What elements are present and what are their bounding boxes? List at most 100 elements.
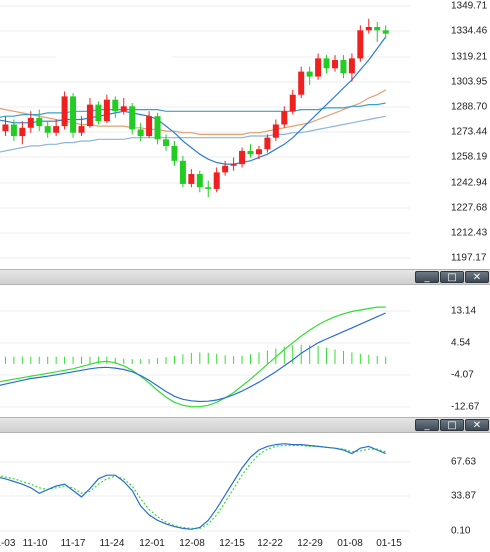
candle-body (146, 116, 153, 137)
candle-body (340, 60, 347, 74)
candle-body (239, 150, 246, 165)
oscillator-plot[interactable] (0, 433, 410, 535)
osc-d-line (0, 444, 386, 530)
candle-body (230, 164, 237, 166)
candle-body (323, 58, 330, 69)
price-y-label: 1303.95 (451, 76, 488, 88)
close-button[interactable]: ✕ (465, 271, 489, 283)
date-tick: 01-08 (337, 538, 363, 549)
candle-body (10, 124, 17, 137)
candle-body (137, 129, 144, 137)
candle-body (357, 30, 364, 59)
candle-body (332, 60, 338, 69)
panel-window-controls: _ □ ✕ (415, 270, 490, 284)
candle-body (44, 126, 51, 133)
date-tick: 12-22 (257, 538, 283, 549)
price-y-label: 1227.68 (451, 202, 488, 214)
price-y-label: 1334.46 (451, 25, 488, 37)
panel-window-controls: _ □ ✕ (415, 418, 490, 432)
candle-body (213, 172, 220, 189)
close-button[interactable]: ✕ (465, 419, 489, 431)
candle-body (272, 124, 279, 138)
candle-body (163, 139, 169, 146)
candle-body (306, 71, 313, 77)
candle-body (196, 174, 203, 188)
ma-slow-line (0, 115, 386, 153)
price-y-label: 1242.94 (451, 177, 488, 189)
price-plot[interactable] (0, 0, 410, 269)
macd-y-label: -4.07 (451, 369, 474, 381)
candle-body (382, 30, 389, 34)
candle-body (2, 124, 9, 132)
candle-body (247, 150, 254, 155)
candle-body (27, 117, 34, 128)
macd-line (0, 312, 386, 403)
candle-body (120, 106, 127, 112)
candle-body (103, 99, 110, 122)
date-tick: 11-24 (99, 538, 125, 549)
candle-body (61, 96, 68, 127)
date-tick: 11-03 (0, 538, 16, 549)
macd-panel[interactable]: 13.14 4.54 -4.07 -12.67 (0, 285, 490, 417)
oscillator-y-axis: 67.63 33.87 0.10 (410, 433, 490, 537)
oscillator-panel[interactable]: 67.63 33.87 0.10 (0, 433, 490, 537)
macd-y-axis: 13.14 4.54 -4.07 -12.67 (410, 285, 490, 417)
price-y-label: 1349.71 (451, 0, 488, 12)
price-panel[interactable]: 1349.71 1334.46 1319.21 1303.95 1288.70 … (0, 0, 490, 269)
date-tick: 12-01 (139, 538, 165, 549)
candle-body (179, 160, 186, 184)
date-tick: 12-29 (297, 538, 323, 549)
osc-k-line (0, 443, 386, 530)
price-y-label: 1212.43 (451, 227, 488, 239)
candle-body (53, 126, 60, 133)
maximize-button[interactable]: □ (440, 419, 464, 431)
date-tick: 11-17 (60, 538, 86, 549)
macd-y-label: 13.14 (451, 305, 477, 317)
candle-body (129, 106, 136, 130)
candle-body (264, 137, 271, 150)
osc-y-label: 0.10 (451, 525, 471, 537)
price-y-label: 1319.21 (451, 51, 488, 63)
minimize-button[interactable]: _ (415, 271, 439, 283)
candle-body (298, 71, 305, 95)
candle-body (348, 58, 355, 74)
candle-body (36, 117, 43, 127)
candle-body (255, 149, 262, 155)
candle-body (205, 187, 212, 189)
macd-y-label: 4.54 (451, 337, 471, 349)
panel-splitter[interactable]: _ □ ✕ (0, 269, 490, 285)
price-y-axis: 1349.71 1334.46 1319.21 1303.95 1288.70 … (410, 0, 490, 269)
candle-body (19, 127, 26, 137)
price-y-label: 1288.70 (451, 101, 488, 113)
panel-splitter[interactable]: _ □ ✕ (0, 417, 490, 433)
candle-body (289, 94, 296, 112)
candle-body (70, 96, 77, 133)
date-axis: 11-03 11-10 11-17 11-24 12-01 12-08 12-1… (0, 535, 490, 552)
date-tick: 12-15 (219, 538, 245, 549)
date-tick: 11-10 (22, 538, 48, 549)
candle-body (281, 111, 288, 125)
macd-plot[interactable] (0, 285, 410, 417)
candle-body (374, 26, 381, 31)
price-y-label: 1273.44 (451, 126, 488, 138)
price-y-label: 1197.17 (451, 252, 487, 264)
overlay-blank (56, 34, 172, 68)
macd-y-label: -12.67 (451, 401, 480, 413)
price-y-label: 1258.19 (451, 151, 488, 163)
candle-body (171, 145, 178, 161)
candle-body (365, 26, 372, 31)
osc-y-label: 67.63 (451, 456, 477, 468)
osc-y-label: 33.87 (451, 490, 477, 502)
candle-body (86, 104, 93, 127)
maximize-button[interactable]: □ (440, 271, 464, 283)
candle-body (95, 104, 102, 122)
candle-body (112, 99, 119, 112)
macd-signal-line (0, 306, 386, 408)
date-tick: 12-08 (179, 538, 205, 549)
candle-body (78, 126, 85, 133)
candle-body (222, 165, 229, 173)
candle-body (188, 174, 195, 184)
candle-body (154, 116, 161, 140)
date-tick: 01-15 (376, 538, 402, 549)
minimize-button[interactable]: _ (415, 419, 439, 431)
